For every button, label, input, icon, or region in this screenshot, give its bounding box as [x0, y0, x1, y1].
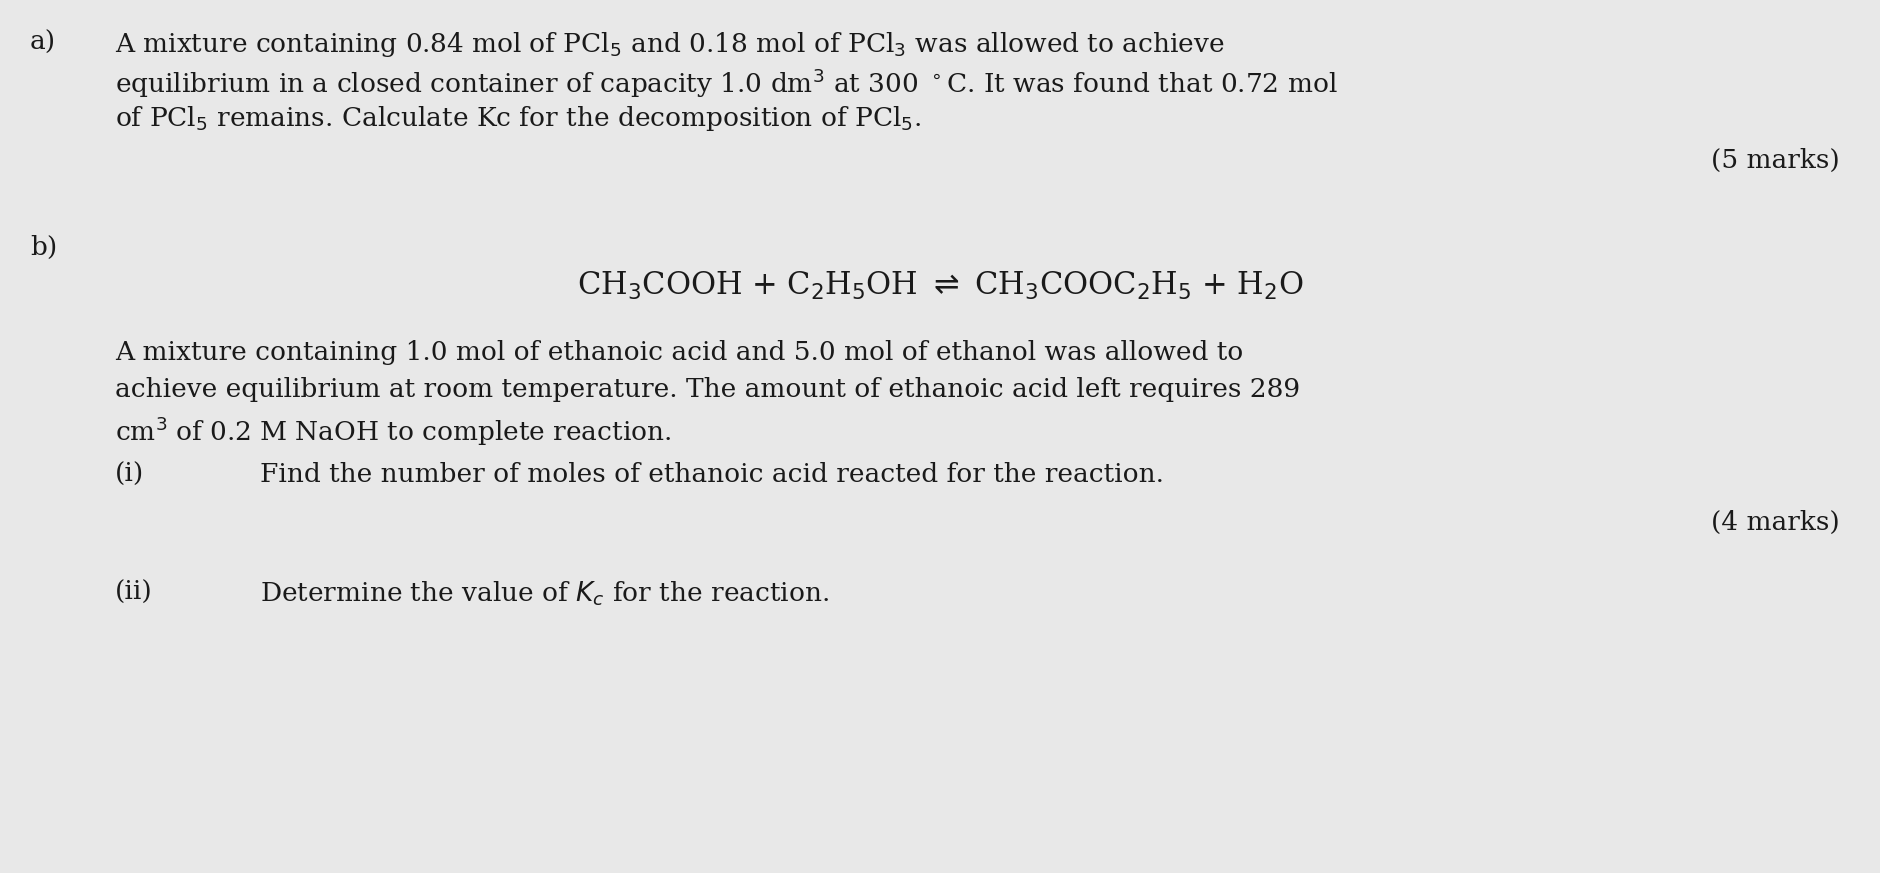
Text: CH$_3$COOH + C$_2$H$_5$OH $\rightleftharpoons$ CH$_3$COOC$_2$H$_5$ + H$_2$O: CH$_3$COOH + C$_2$H$_5$OH $\rightlefthar…	[577, 270, 1303, 302]
Text: (ii): (ii)	[115, 580, 152, 605]
Text: achieve equilibrium at room temperature. The amount of ethanoic acid left requir: achieve equilibrium at room temperature.…	[115, 377, 1301, 402]
Text: Find the number of moles of ethanoic acid reacted for the reaction.: Find the number of moles of ethanoic aci…	[259, 462, 1164, 487]
Text: b): b)	[30, 235, 56, 260]
Text: Determine the value of $K_c$ for the reaction.: Determine the value of $K_c$ for the rea…	[259, 580, 829, 608]
Text: of PCl$_5$ remains. Calculate Kc for the decomposition of PCl$_5$.: of PCl$_5$ remains. Calculate Kc for the…	[115, 104, 921, 133]
Text: a): a)	[30, 30, 56, 55]
Text: (5 marks): (5 marks)	[1711, 148, 1841, 173]
Text: cm$^3$ of 0.2 M NaOH to complete reaction.: cm$^3$ of 0.2 M NaOH to complete reactio…	[115, 414, 671, 448]
Text: (4 marks): (4 marks)	[1711, 510, 1841, 535]
Text: equilibrium in a closed container of capacity 1.0 dm$^3$ at 300 $^\circ$C. It wa: equilibrium in a closed container of cap…	[115, 67, 1339, 100]
Text: A mixture containing 1.0 mol of ethanoic acid and 5.0 mol of ethanol was allowed: A mixture containing 1.0 mol of ethanoic…	[115, 340, 1243, 365]
Text: A mixture containing 0.84 mol of PCl$_5$ and 0.18 mol of PCl$_3$ was allowed to : A mixture containing 0.84 mol of PCl$_5$…	[115, 30, 1224, 59]
Text: (i): (i)	[115, 462, 145, 487]
